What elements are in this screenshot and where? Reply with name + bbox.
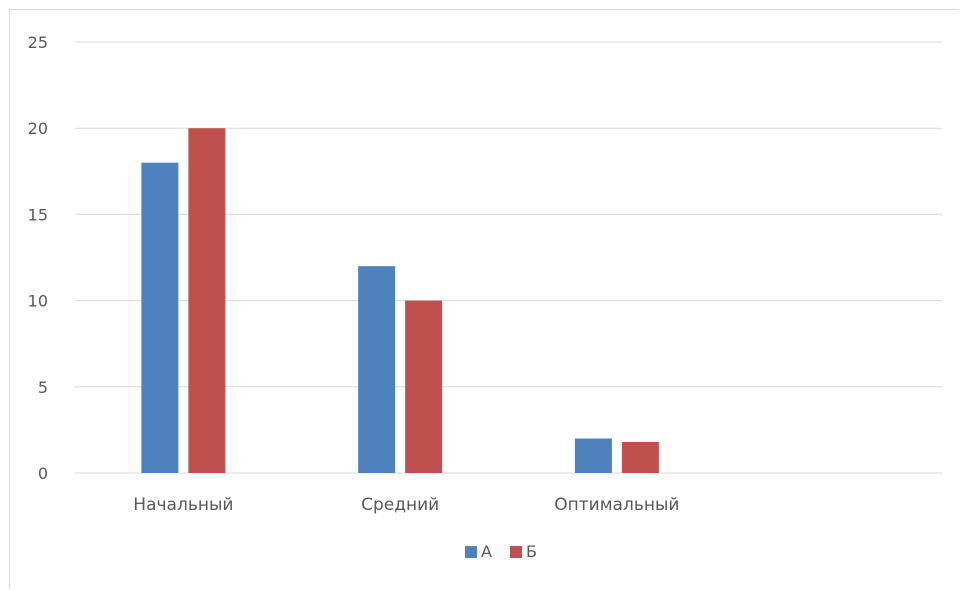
y-axis-tick-labels: 0 5 10 15 20 25 <box>28 33 48 483</box>
bar-1-series-2 <box>188 128 226 473</box>
x-tick-label: Оптимальный <box>554 495 679 515</box>
y-tick-label: 15 <box>28 205 48 224</box>
y-tick-label: 0 <box>38 464 48 483</box>
x-tick-label: Средний <box>361 495 439 515</box>
legend-label: А <box>481 542 492 561</box>
bars <box>141 128 659 473</box>
y-tick-label: 5 <box>38 378 48 397</box>
bar-1-series-1 <box>141 162 179 473</box>
bar-2-series-1 <box>358 266 396 473</box>
bar-3-series-2 <box>621 441 659 473</box>
legend-swatch <box>465 546 477 558</box>
x-axis-tick-labels: Начальный Средний Оптимальный <box>133 495 679 515</box>
legend-swatch <box>510 546 522 558</box>
y-tick-label: 10 <box>28 292 48 311</box>
x-tick-label: Начальный <box>133 495 233 515</box>
y-tick-label: 25 <box>28 33 48 52</box>
bar-2-series-2 <box>405 300 443 473</box>
bar-3-series-1 <box>574 438 612 473</box>
y-tick-label: 20 <box>28 119 48 138</box>
legend-label: Б <box>526 542 537 561</box>
